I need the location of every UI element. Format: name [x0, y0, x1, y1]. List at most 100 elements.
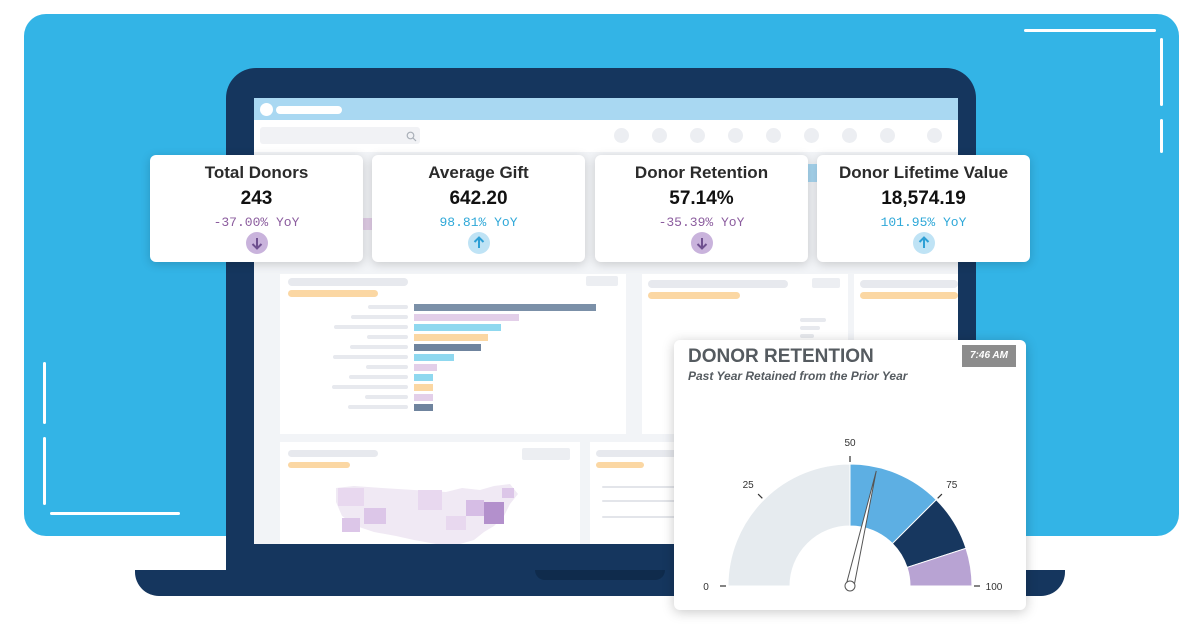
kpi-yoy: -35.39% YoY [658, 215, 745, 230]
gauge-tick-label: 100 [986, 582, 1003, 593]
screen-toolbar [254, 120, 958, 152]
screen-bar-label [333, 355, 408, 359]
screen-bar-label [368, 305, 408, 309]
panel-control-placeholder [812, 278, 840, 288]
toolbar-icon[interactable] [766, 128, 781, 143]
panel-subtitle-placeholder [596, 462, 644, 468]
screen-bar [414, 394, 433, 401]
gauge-tick-label: 50 [844, 438, 856, 449]
panel-title-placeholder [288, 278, 408, 286]
screen-bar-label [367, 335, 408, 339]
screen-bar [414, 314, 519, 321]
gauge-band [727, 463, 851, 587]
frame-right-segment [1160, 119, 1163, 153]
screen-bar-panel [280, 274, 626, 434]
screen-title-placeholder [276, 106, 342, 114]
toolbar-icon[interactable] [804, 128, 819, 143]
toolbar-icon[interactable] [880, 128, 895, 143]
panel-line-placeholder [602, 516, 682, 518]
screen-bar [414, 344, 481, 351]
gauge-needle-hub [844, 580, 856, 592]
screen-bar-label [351, 315, 408, 319]
retention-gauge: 0 25 50 75 100 [703, 438, 1003, 593]
screen-bar [414, 364, 437, 371]
screen-bar [414, 334, 488, 341]
screen-bar-label [348, 405, 408, 409]
arrow-down-icon [690, 232, 713, 254]
panel-subtitle-placeholder [648, 292, 740, 299]
arrow-down-icon [245, 232, 268, 254]
frame-corner-right [1160, 38, 1163, 106]
us-map [336, 484, 518, 544]
kpi-yoy: 98.81% YoY [439, 215, 518, 230]
donor-retention-gauge-card[interactable]: DONOR RETENTION Past Year Retained from … [674, 340, 1026, 610]
toolbar-icon[interactable] [927, 128, 942, 143]
panel-line-placeholder [800, 318, 826, 322]
frame-corner-top [1024, 29, 1156, 32]
frame-corner-left [43, 437, 46, 505]
screen-accent-block [362, 218, 374, 230]
screen-bar [414, 304, 596, 311]
screen-bar-label [334, 325, 408, 329]
screen-bar [414, 354, 454, 361]
frame-corner-bottom [50, 512, 180, 515]
kpi-yoy: -37.00% YoY [213, 215, 300, 230]
panel-title-placeholder [288, 450, 378, 457]
gauge-band [906, 547, 973, 587]
kpi-title: Total Donors [204, 163, 309, 182]
kpi-yoy: 101.95% YoY [880, 215, 967, 230]
kpi-title: Donor Retention [634, 163, 769, 182]
screen-bar [414, 374, 433, 381]
toolbar-icon[interactable] [614, 128, 629, 143]
screen-logo [260, 103, 273, 116]
arrow-up-icon [467, 232, 490, 254]
gauge-timestamp: 7:46 AM [962, 345, 1016, 367]
toolbar-icon[interactable] [728, 128, 743, 143]
panel-line-placeholder [800, 334, 814, 338]
search-icon [406, 131, 417, 142]
kpi-title: Average Gift [428, 163, 529, 182]
screen-bar-label [332, 385, 408, 389]
gauge-tick-label: 25 [743, 480, 755, 491]
arrow-up-icon [912, 232, 935, 254]
panel-subtitle-placeholder [288, 290, 378, 297]
gauge-subtitle: Past Year Retained from the Prior Year [688, 369, 908, 383]
screen-bar [414, 404, 433, 411]
panel-control-placeholder [586, 276, 618, 286]
panel-control-placeholder [522, 448, 570, 460]
screen-bar [414, 324, 501, 331]
screen-bar-label [349, 375, 408, 379]
screen-bar [414, 384, 433, 391]
kpi-title: Donor Lifetime Value [838, 163, 1009, 182]
gauge-tick-label: 75 [946, 480, 958, 491]
laptop-notch [535, 570, 665, 580]
kpi-card-donor-lifetime-value[interactable]: Donor Lifetime Value 18,574.19 101.95% Y… [817, 155, 1030, 262]
screen-map-panel [280, 442, 580, 544]
toolbar-icon[interactable] [842, 128, 857, 143]
panel-subtitle-placeholder [288, 462, 350, 468]
screen-bar-label [350, 345, 408, 349]
panel-line-placeholder [602, 486, 682, 488]
gauge-tick [757, 493, 763, 499]
panel-title-placeholder [860, 280, 958, 288]
kpi-value: 642.20 [449, 188, 508, 209]
panel-title-placeholder [596, 450, 686, 457]
kpi-card-total-donors[interactable]: Total Donors 243 -37.00% YoY [150, 155, 363, 262]
toolbar-icon[interactable] [690, 128, 705, 143]
screen-bar-label [365, 395, 408, 399]
panel-line-placeholder [602, 500, 682, 502]
screen-search-input[interactable] [260, 127, 420, 144]
kpi-card-donor-retention[interactable]: Donor Retention 57.14% -35.39% YoY [595, 155, 808, 262]
screen-topbar [254, 98, 958, 120]
gauge-tick-label: 0 [703, 582, 709, 593]
gauge-title: DONOR RETENTION [688, 346, 874, 367]
frame-left-segment [43, 362, 46, 424]
kpi-value: 18,574.19 [881, 188, 966, 209]
gauge-tick [937, 493, 943, 499]
kpi-value: 57.14% [669, 188, 734, 209]
panel-title-placeholder [648, 280, 788, 288]
kpi-card-average-gift[interactable]: Average Gift 642.20 98.81% YoY [372, 155, 585, 262]
panel-line-placeholder [800, 326, 820, 330]
kpi-value: 243 [240, 188, 273, 209]
toolbar-icon[interactable] [652, 128, 667, 143]
